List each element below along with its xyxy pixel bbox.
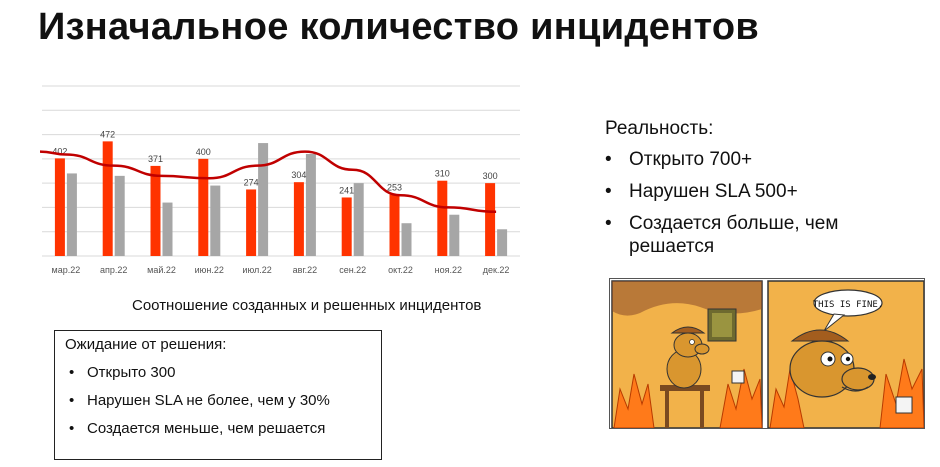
x-tick-label: июн.22: [195, 265, 224, 275]
reality-block: Реальность: Открыто 700+ Нарушен SLA 500…: [605, 118, 925, 267]
slide-title: Изначальное количество инцидентов: [38, 6, 760, 48]
bar-resolved: [258, 143, 269, 256]
expectation-list: Открыто 300 Нарушен SLA не более, чем у …: [65, 359, 371, 443]
expectation-heading: Ожидание от решения:: [65, 336, 227, 353]
bar-resolved: [114, 175, 125, 256]
x-tick-label: апр.22: [100, 265, 127, 275]
reality-list: Открыто 700+ Нарушен SLA 500+ Создается …: [605, 148, 925, 258]
x-tick-label: дек.22: [483, 265, 510, 275]
bar-created: [54, 158, 65, 256]
chart-caption: Соотношение созданных и решенных инциден…: [132, 297, 482, 314]
data-label: 310: [435, 169, 450, 179]
bar-created: [293, 182, 304, 256]
data-label: 304: [291, 170, 306, 180]
trend-line: [39, 150, 497, 214]
x-tick-label: сен.22: [339, 265, 366, 275]
x-tick-label: авг.22: [293, 265, 317, 275]
data-label: 241: [339, 185, 354, 195]
bar-resolved: [497, 229, 508, 256]
bar-created: [437, 180, 448, 256]
incidents-chart: 402 мар.22 472 апр.22 371 май.22 400 июн.22 274 и…: [39, 85, 520, 275]
bar-resolved: [210, 185, 221, 256]
reality-item: Нарушен SLA 500+: [605, 180, 925, 203]
meme-illustration: THIS IS FINE.: [611, 280, 924, 428]
meme-panel-left: [611, 280, 763, 428]
data-label: 400: [196, 147, 211, 157]
expectation-item: Нарушен SLA не более, чем у 30%: [65, 387, 371, 415]
bar-created: [198, 158, 209, 256]
bar-created: [150, 165, 161, 256]
meme-panel-right: THIS IS FINE.: [767, 280, 924, 428]
data-label: 402: [52, 146, 67, 156]
bar-resolved: [66, 173, 77, 256]
reality-item: Открыто 700+: [605, 148, 925, 171]
expectation-item: Создается меньше, чем решается: [65, 415, 371, 443]
meme-speech-text: THIS IS FINE.: [813, 300, 883, 310]
bar-resolved: [449, 214, 460, 256]
data-label: 371: [148, 154, 163, 164]
reality-item: Создается больше, чем решается: [605, 212, 925, 258]
bar-created: [485, 183, 496, 256]
data-label: 274: [244, 177, 259, 187]
x-tick-label: ноя.22: [435, 265, 462, 275]
expectation-box: Ожидание от решения: Открыто 300 Нарушен…: [54, 330, 382, 460]
x-tick-label: мар.22: [52, 265, 81, 275]
this-is-fine-meme: THIS IS FINE.: [609, 278, 925, 429]
bar-resolved: [305, 154, 316, 256]
x-tick-label: окт.22: [388, 265, 413, 275]
x-tick-label: июл.22: [242, 265, 271, 275]
bar-created: [341, 197, 352, 256]
bar-resolved: [401, 223, 412, 256]
data-label: 300: [483, 171, 498, 181]
data-label: 472: [100, 129, 115, 139]
bar-created: [246, 189, 257, 256]
data-label: 253: [387, 183, 402, 193]
x-tick-label: май.22: [147, 265, 176, 275]
bar-created: [389, 194, 400, 256]
bar-created: [102, 141, 113, 256]
expectation-item: Открыто 300: [65, 359, 371, 387]
bar-resolved: [353, 183, 364, 256]
bar-resolved: [162, 202, 173, 256]
reality-heading: Реальность:: [605, 118, 714, 139]
